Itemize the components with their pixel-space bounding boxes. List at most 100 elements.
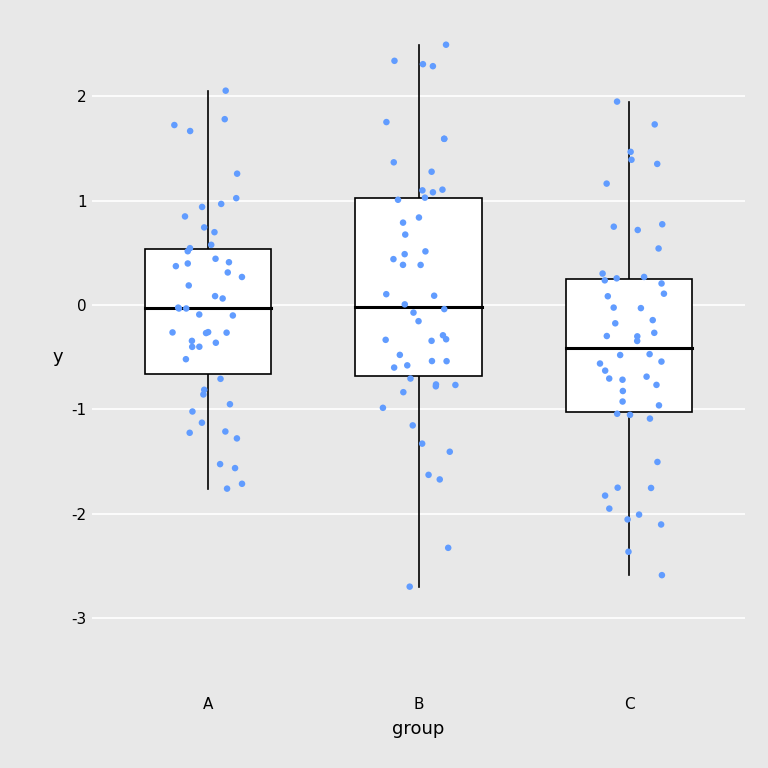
Point: [221, 482, 233, 495]
Point: [648, 118, 660, 131]
Bar: [566, 279, 692, 412]
Point: [198, 221, 210, 233]
Point: [198, 384, 210, 396]
Point: [653, 243, 665, 255]
Point: [428, 290, 440, 302]
Point: [617, 396, 629, 408]
Point: [617, 385, 629, 397]
Point: [230, 432, 243, 445]
Point: [437, 329, 449, 342]
Point: [427, 186, 439, 198]
Point: [217, 293, 229, 305]
Point: [644, 348, 656, 360]
Point: [599, 489, 611, 502]
Point: [412, 315, 425, 327]
Point: [399, 298, 411, 310]
Point: [406, 419, 419, 432]
Point: [444, 445, 456, 458]
Point: [403, 581, 415, 593]
Point: [214, 458, 227, 470]
Point: [200, 327, 212, 339]
Point: [215, 198, 227, 210]
Point: [210, 253, 222, 265]
Point: [647, 314, 659, 326]
Point: [167, 326, 179, 339]
Point: [434, 473, 446, 485]
Point: [624, 409, 636, 421]
Point: [399, 248, 411, 260]
Point: [180, 353, 192, 366]
Point: [205, 239, 217, 251]
Point: [186, 341, 198, 353]
Point: [184, 125, 197, 137]
Point: [380, 288, 392, 300]
Point: [638, 271, 650, 283]
Point: [425, 166, 438, 178]
Point: [419, 245, 432, 257]
Point: [168, 119, 180, 131]
Point: [651, 157, 664, 170]
Point: [430, 379, 442, 391]
Point: [220, 326, 233, 339]
Point: [436, 184, 449, 196]
Point: [651, 456, 664, 468]
Point: [597, 267, 609, 280]
Bar: [356, 198, 482, 376]
Point: [645, 482, 657, 494]
X-axis label: group: group: [392, 720, 445, 738]
Point: [392, 194, 404, 206]
Point: [404, 372, 416, 385]
Point: [611, 482, 624, 494]
Point: [170, 260, 182, 273]
Point: [625, 154, 637, 166]
Point: [594, 357, 606, 369]
Point: [633, 508, 645, 521]
Point: [624, 146, 637, 158]
Point: [655, 277, 667, 290]
Point: [449, 379, 462, 391]
Point: [179, 210, 191, 223]
Bar: [145, 249, 271, 374]
Point: [196, 200, 208, 213]
Point: [601, 177, 613, 190]
Point: [417, 58, 429, 71]
Point: [648, 326, 660, 339]
Point: [440, 355, 452, 367]
Point: [598, 274, 611, 286]
Point: [388, 156, 400, 168]
Point: [427, 60, 439, 72]
Point: [611, 272, 623, 284]
Point: [181, 257, 194, 270]
Point: [236, 478, 248, 490]
Point: [644, 412, 656, 425]
Point: [631, 223, 644, 236]
Point: [440, 333, 452, 346]
Point: [223, 256, 235, 268]
Point: [653, 399, 665, 412]
Point: [223, 398, 236, 410]
Point: [227, 310, 239, 322]
Point: [601, 290, 614, 303]
Point: [425, 355, 438, 367]
Point: [388, 362, 400, 374]
Point: [631, 335, 644, 347]
Point: [194, 340, 206, 353]
Point: [617, 373, 629, 386]
Point: [379, 333, 392, 346]
Point: [193, 308, 205, 320]
Point: [631, 330, 644, 343]
Point: [442, 541, 455, 554]
Point: [641, 370, 653, 382]
Point: [202, 326, 214, 338]
Point: [415, 259, 427, 271]
Point: [419, 191, 431, 204]
Point: [611, 95, 623, 108]
Point: [380, 116, 392, 128]
Point: [219, 425, 231, 438]
Point: [220, 84, 232, 97]
Point: [214, 372, 227, 385]
Point: [438, 133, 450, 145]
Point: [656, 569, 668, 581]
Point: [184, 427, 196, 439]
Point: [614, 349, 627, 361]
